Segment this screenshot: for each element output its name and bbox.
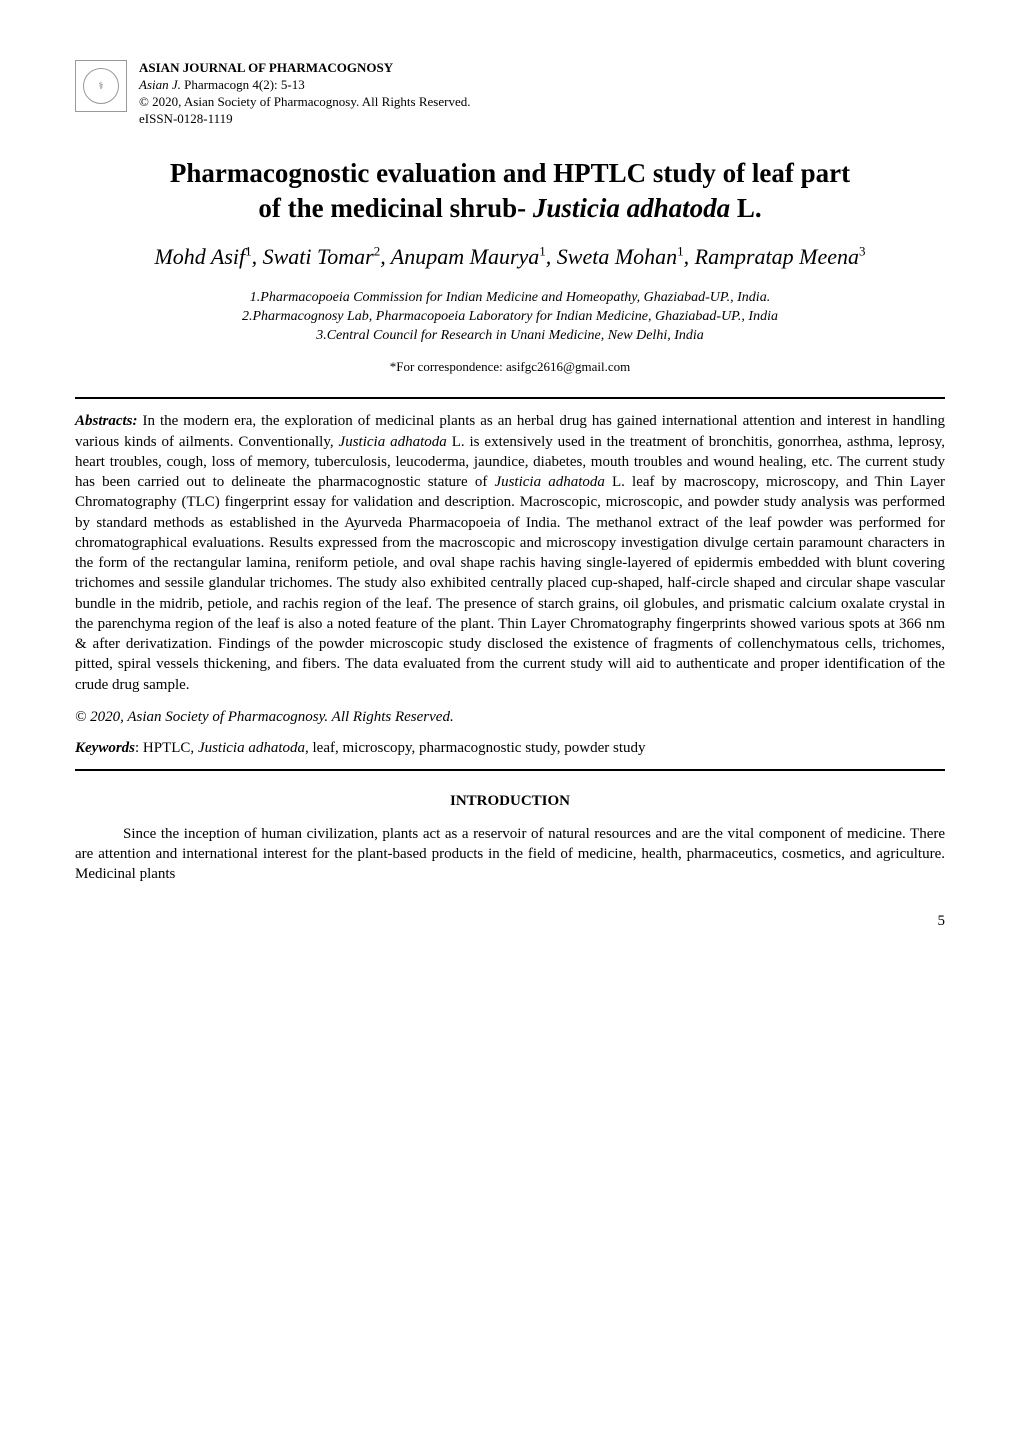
affiliations: 1.Pharmacopoeia Commission for Indian Me… [75,289,945,346]
author-1-sup: 1 [245,243,252,258]
author-4-sup: 1 [677,243,684,258]
paper-title: Pharmacognostic evaluation and HPTLC stu… [75,156,945,226]
author-2-sup: 2 [374,243,381,258]
title-line1: Pharmacognostic evaluation and HPTLC stu… [170,158,850,188]
keywords-label: Keywords [75,740,135,756]
journal-copyright: © 2020, Asian Society of Pharmacognosy. … [139,94,470,111]
affiliation-2: 2.Pharmacognosy Lab, Pharmacopoeia Labor… [75,308,945,327]
keywords-pre: HPTLC, [143,740,198,756]
author-4: Sweta Mohan [557,244,677,269]
author-5: Rampratap Meena [695,244,859,269]
keywords-post: , leaf, microscopy, pharmacognostic stud… [305,740,645,756]
journal-logo: ⚕ [75,60,127,112]
abstract: Abstracts: In the modern era, the explor… [75,411,945,695]
journal-meta: ASIAN JOURNAL OF PHARMACOGNOSY Asian J. … [139,60,470,128]
keywords-sep: : [135,740,143,756]
copyright-statement: © 2020, Asian Society of Pharmacognosy. … [75,709,945,726]
affiliation-3: 3.Central Council for Research in Unani … [75,327,945,346]
correspondence: *For correspondence: asifgc2616@gmail.co… [75,359,945,375]
authors: Mohd Asif1, Swati Tomar2, Anupam Maurya1… [75,240,945,273]
title-line2-pre: of the medicinal shrub- [258,193,533,223]
author-3: Anupam Maurya [391,244,539,269]
title-line2-post: L. [730,193,762,223]
divider-top [75,397,945,399]
page-number: 5 [75,913,945,930]
journal-logo-icon: ⚕ [83,68,119,104]
author-1: Mohd Asif [154,244,245,269]
journal-name: ASIAN JOURNAL OF PHARMACOGNOSY [139,60,470,77]
abstract-species-2: Justicia adhatoda [494,474,604,490]
title-species: Justicia adhatoda [533,193,730,223]
keywords: Keywords: HPTLC, Justicia adhatoda, leaf… [75,740,945,757]
journal-citation: Asian J. Pharmacogn 4(2): 5-13 [139,77,470,94]
author-3-sup: 1 [539,243,546,258]
author-2: Swati Tomar [263,244,374,269]
keywords-species: Justicia adhatoda [198,740,305,756]
divider-bottom [75,769,945,771]
author-5-sup: 3 [859,243,866,258]
abstract-part3: L. leaf by macroscopy, microscopy, and T… [75,474,945,693]
affiliation-1: 1.Pharmacopoeia Commission for Indian Me… [75,289,945,308]
abstract-label: Abstracts: [75,413,138,429]
section-heading-introduction: INTRODUCTION [75,793,945,810]
journal-header: ⚕ ASIAN JOURNAL OF PHARMACOGNOSY Asian J… [75,60,945,128]
introduction-body: Since the inception of human civilizatio… [75,824,945,885]
journal-citation-rest: Pharmacogn 4(2): 5-13 [184,77,305,92]
journal-citation-prefix: Asian J. [139,77,184,92]
journal-eissn: eISSN-0128-1119 [139,111,470,128]
abstract-species-1: Justicia adhatoda [339,434,447,450]
